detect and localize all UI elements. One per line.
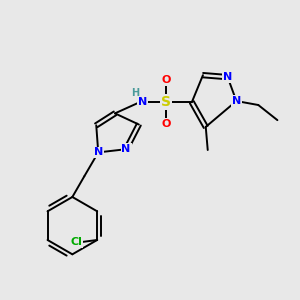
Text: N: N — [94, 147, 103, 158]
Text: N: N — [232, 96, 241, 106]
Text: N: N — [122, 144, 131, 154]
Text: Cl: Cl — [70, 237, 83, 247]
Text: N: N — [223, 72, 232, 82]
Text: O: O — [161, 119, 171, 129]
Text: S: S — [161, 95, 171, 109]
Text: H: H — [132, 88, 140, 98]
Text: N: N — [138, 97, 148, 107]
Text: O: O — [161, 75, 171, 85]
